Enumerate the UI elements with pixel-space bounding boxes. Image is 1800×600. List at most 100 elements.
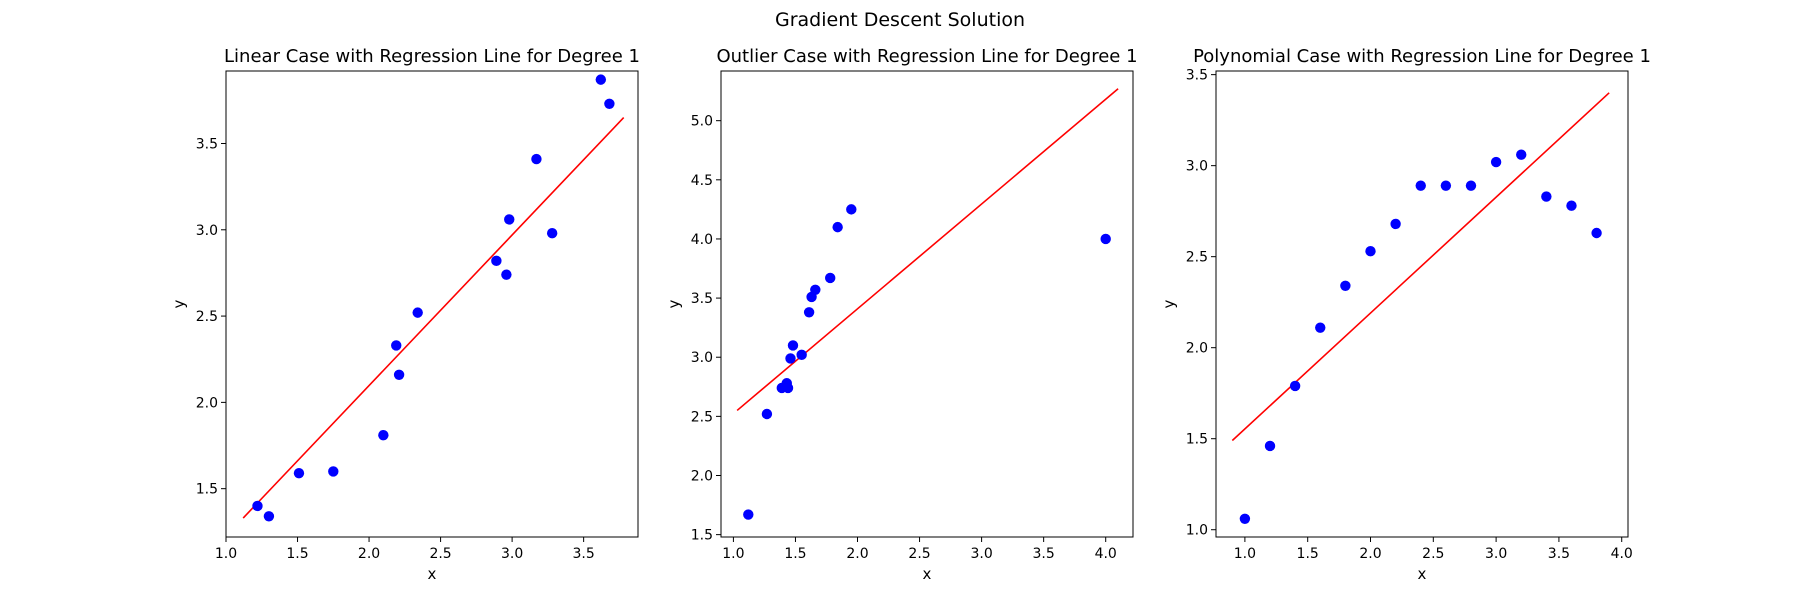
data-point bbox=[1591, 227, 1602, 239]
data-point bbox=[846, 204, 857, 215]
y-tick-label: 2.5 bbox=[196, 309, 218, 325]
y-tick-label: 2.5 bbox=[1186, 250, 1208, 266]
x-tick-label: 2.0 bbox=[846, 546, 868, 562]
data-point bbox=[1566, 200, 1577, 211]
panel-polynomial-case: Polynomial Case with Regression Line for… bbox=[1160, 46, 1651, 583]
data-point bbox=[293, 467, 305, 479]
x-tick-label: 2.0 bbox=[358, 546, 380, 562]
data-point bbox=[491, 255, 502, 267]
x-tick-label: 2.5 bbox=[908, 546, 930, 562]
x-axis-label: x bbox=[428, 565, 437, 583]
y-tick-label: 2.0 bbox=[196, 395, 218, 411]
x-tick-label: 1.5 bbox=[784, 546, 806, 562]
data-point bbox=[504, 214, 515, 225]
y-tick-label: 1.5 bbox=[1186, 432, 1208, 448]
data-point bbox=[825, 272, 836, 284]
x-tick-label: 3.0 bbox=[501, 546, 523, 562]
x-tick-label: 1.0 bbox=[215, 546, 237, 562]
y-axis-label: y bbox=[1160, 299, 1178, 308]
x-tick-label: 1.0 bbox=[1234, 546, 1256, 562]
data-point bbox=[1541, 191, 1552, 202]
data-point bbox=[252, 500, 263, 512]
x-tick-label: 2.5 bbox=[1422, 546, 1444, 562]
y-tick-label: 4.5 bbox=[691, 173, 713, 189]
y-tick-label: 2.0 bbox=[691, 468, 713, 484]
x-tick-label: 3.5 bbox=[1033, 546, 1055, 562]
y-tick-label: 2.5 bbox=[691, 409, 713, 425]
y-tick-label: 3.5 bbox=[196, 136, 218, 152]
data-point bbox=[1465, 180, 1477, 191]
panel-title: Linear Case with Regression Line for Deg… bbox=[224, 46, 640, 67]
x-tick-label: 4.0 bbox=[1095, 546, 1117, 562]
data-point bbox=[832, 221, 843, 233]
figure-suptitle: Gradient Descent Solution bbox=[775, 9, 1025, 31]
data-point bbox=[782, 382, 794, 394]
data-point bbox=[1100, 233, 1111, 245]
data-point bbox=[1440, 180, 1452, 191]
x-tick-label: 3.0 bbox=[1485, 546, 1507, 562]
y-tick-label: 4.0 bbox=[691, 232, 713, 248]
data-point bbox=[1516, 149, 1527, 160]
x-tick-label: 2.5 bbox=[429, 546, 451, 562]
panel-linear-case: Linear Case with Regression Line for Deg… bbox=[170, 46, 640, 583]
x-axis-label: x bbox=[1418, 565, 1427, 583]
y-tick-label: 1.5 bbox=[196, 482, 218, 498]
data-point bbox=[328, 466, 339, 477]
x-tick-label: 3.5 bbox=[573, 546, 595, 562]
data-point bbox=[785, 353, 796, 364]
y-tick-label: 1.5 bbox=[691, 528, 713, 544]
data-point bbox=[595, 74, 607, 85]
data-point bbox=[796, 349, 807, 361]
data-point bbox=[1415, 180, 1426, 191]
data-point bbox=[378, 429, 389, 441]
data-point bbox=[1264, 440, 1276, 452]
x-tick-label: 1.0 bbox=[722, 546, 744, 562]
data-point bbox=[743, 509, 754, 520]
data-point bbox=[546, 228, 558, 239]
data-point bbox=[263, 511, 275, 522]
x-tick-label: 4.0 bbox=[1611, 546, 1633, 562]
data-point bbox=[1390, 218, 1401, 230]
panel-title: Outlier Case with Regression Line for De… bbox=[716, 46, 1137, 67]
data-point bbox=[803, 307, 815, 318]
data-point bbox=[810, 284, 821, 296]
data-point bbox=[412, 307, 423, 318]
data-point bbox=[501, 269, 512, 280]
data-point bbox=[604, 98, 615, 109]
x-tick-label: 1.5 bbox=[286, 546, 308, 562]
x-tick-label: 1.5 bbox=[1297, 546, 1319, 562]
data-point bbox=[1490, 156, 1502, 168]
axes-frame bbox=[720, 70, 1134, 538]
data-point bbox=[1365, 246, 1376, 257]
panel-title: Polynomial Case with Regression Line for… bbox=[1193, 46, 1651, 67]
panel-outlier-case: Outlier Case with Regression Line for De… bbox=[665, 46, 1138, 583]
y-tick-label: 3.0 bbox=[691, 350, 713, 366]
data-point bbox=[391, 340, 402, 351]
y-tick-label: 3.5 bbox=[691, 291, 713, 307]
data-point bbox=[1289, 380, 1301, 392]
data-point bbox=[1239, 513, 1251, 524]
y-axis-label: y bbox=[665, 299, 683, 308]
data-point bbox=[761, 408, 773, 420]
regression-line bbox=[242, 117, 625, 519]
data-point bbox=[1340, 280, 1351, 291]
data-point bbox=[531, 153, 542, 165]
axes-frame bbox=[1215, 70, 1629, 538]
data-point bbox=[1315, 322, 1326, 333]
data-point bbox=[393, 369, 405, 380]
y-tick-label: 3.0 bbox=[196, 223, 218, 239]
x-tick-label: 2.0 bbox=[1359, 546, 1381, 562]
y-tick-label: 5.0 bbox=[691, 114, 713, 130]
y-tick-label: 1.0 bbox=[1186, 523, 1208, 539]
data-point bbox=[787, 340, 799, 351]
y-axis-label: y bbox=[170, 299, 188, 308]
y-tick-label: 3.0 bbox=[1186, 159, 1208, 175]
x-axis-label: x bbox=[923, 565, 932, 583]
axes-frame bbox=[225, 70, 639, 538]
x-tick-label: 3.5 bbox=[1548, 546, 1570, 562]
x-tick-label: 3.0 bbox=[970, 546, 992, 562]
y-tick-label: 3.5 bbox=[1186, 68, 1208, 84]
y-tick-label: 2.0 bbox=[1186, 341, 1208, 357]
